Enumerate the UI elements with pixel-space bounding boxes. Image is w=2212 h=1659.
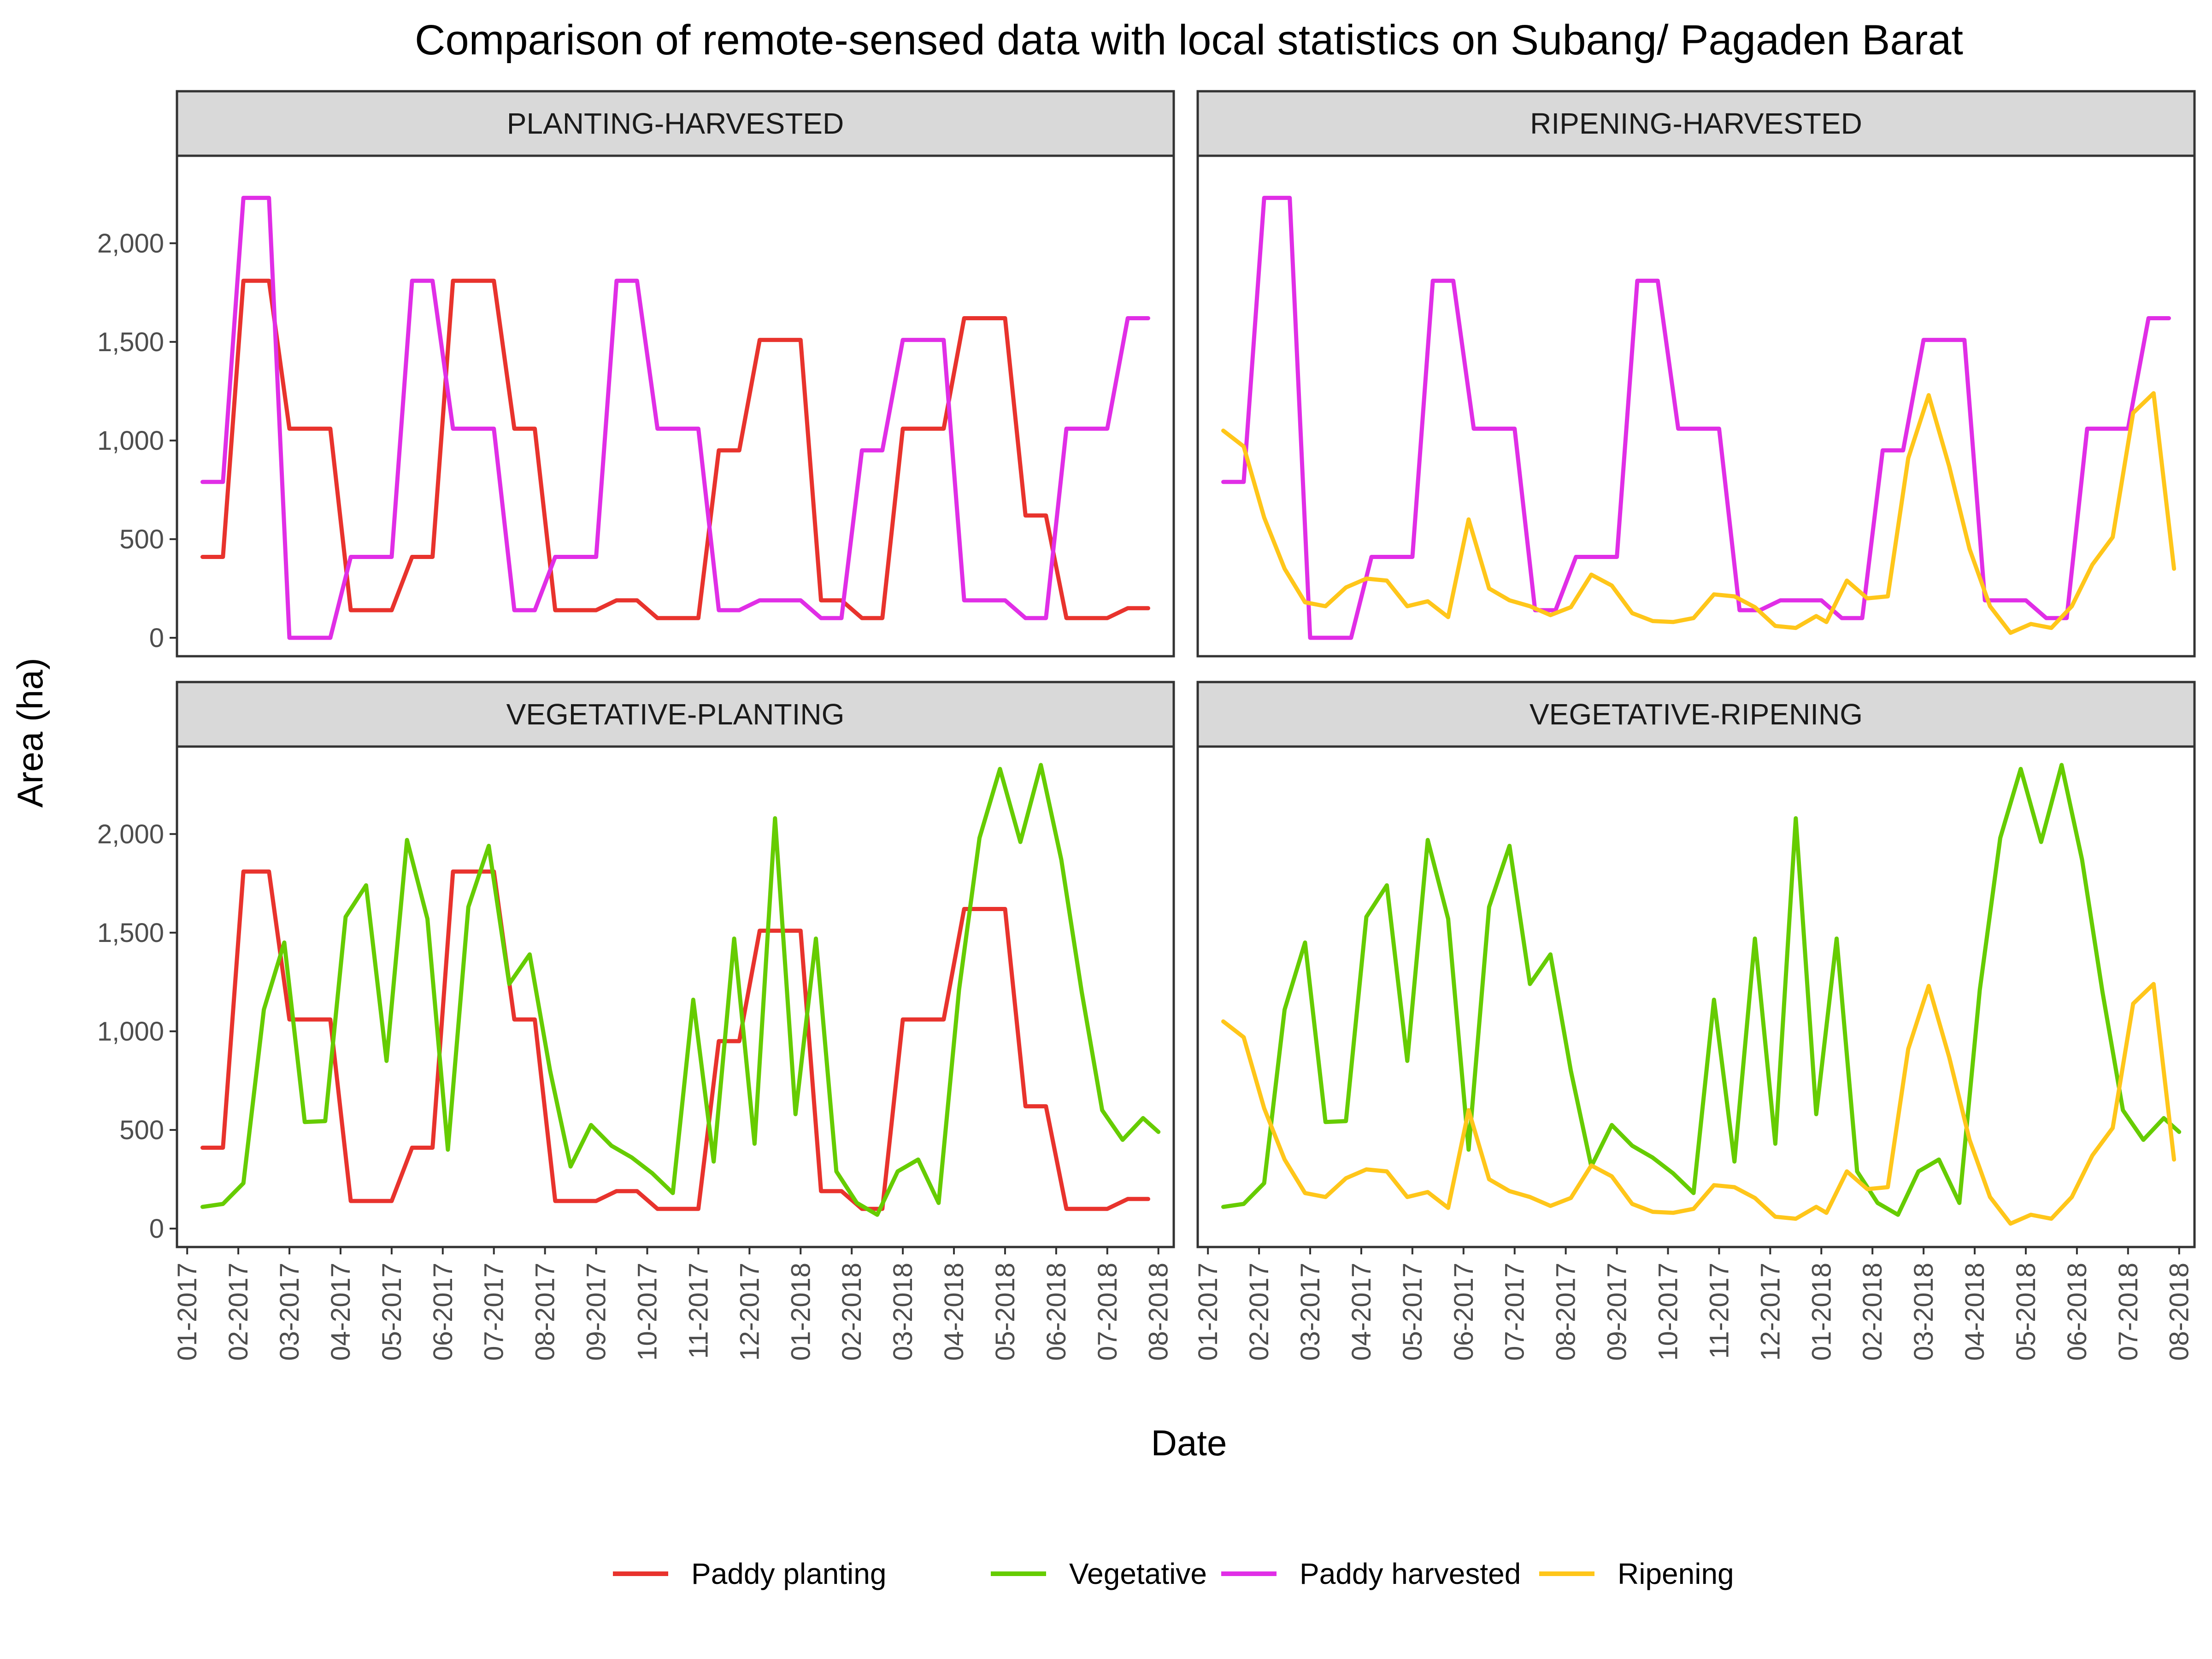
x-tick-label: 05-2017	[377, 1263, 407, 1361]
x-tick-label: 01-2017	[1193, 1263, 1223, 1361]
facet-strip-label: VEGETATIVE-PLANTING	[506, 698, 845, 731]
legend-label: Ripening	[1618, 1557, 1734, 1590]
series-line-ripening	[1221, 391, 2177, 635]
x-tick-label: 01-2018	[1806, 1263, 1836, 1361]
x-tick-label: 02-2017	[1244, 1263, 1274, 1361]
x-axis-label: Date	[1151, 1423, 1227, 1463]
legend-item: Paddy harvested	[1221, 1557, 1521, 1590]
x-tick-label: 06-2018	[1041, 1263, 1071, 1361]
x-tick-label: 03-2018	[888, 1263, 918, 1361]
x-tick-label: 10-2017	[632, 1263, 662, 1361]
y-tick-label: 1,000	[97, 1017, 164, 1047]
x-tick-label: 03-2018	[1909, 1263, 1939, 1361]
x-tick-label: 08-2018	[2165, 1263, 2194, 1361]
y-tick-label: 2,000	[97, 229, 164, 259]
x-tick-label: 01-2017	[172, 1263, 202, 1361]
y-tick-label: 0	[149, 623, 164, 653]
y-tick-label: 0	[149, 1214, 164, 1244]
x-tick-label: 11-2017	[683, 1263, 713, 1359]
series-line-vegetative	[200, 763, 1161, 1217]
x-tick-label: 08-2018	[1144, 1263, 1174, 1361]
x-tick-label: 05-2017	[1398, 1263, 1428, 1361]
facet-panel-3: VEGETATIVE-PLANTING 0 500 1,000 1,500 2,000 01…	[97, 681, 1175, 1361]
legend-label: Paddy planting	[691, 1557, 886, 1590]
x-tick-label: 04-2017	[1347, 1263, 1377, 1361]
y-tick-label: 1,500	[97, 327, 164, 357]
x-tick-label: 09-2017	[1602, 1263, 1632, 1361]
x-tick-label: 09-2017	[582, 1263, 612, 1361]
facet-strip-label: RIPENING-HARVESTED	[1530, 107, 1862, 140]
x-tick-label: 07-2018	[1093, 1263, 1123, 1361]
legend-label: Vegetative	[1069, 1557, 1207, 1590]
legend-item: Paddy planting	[613, 1557, 886, 1590]
facet-strip	[1196, 90, 2196, 157]
x-tick-label: 05-2018	[2011, 1263, 2041, 1361]
facet-strip-label: VEGETATIVE-RIPENING	[1530, 698, 1863, 731]
x-tick-label: 08-2017	[1551, 1263, 1581, 1361]
legend-item: Vegetative	[991, 1557, 1207, 1590]
facet-strip-label: PLANTING-HARVESTED	[507, 107, 844, 140]
legend: Paddy planting Vegetative Paddy harvested R…	[613, 1557, 1734, 1590]
facet-panel-1: PLANTING-HARVESTED 0 500 1,000 1,500 2,000	[97, 90, 1175, 658]
x-tick-label: 02-2018	[1858, 1263, 1888, 1361]
x-tick-label: 04-2018	[1960, 1263, 1990, 1361]
plot-area	[1196, 154, 2196, 658]
y-axis-label: Area (ha)	[10, 658, 50, 807]
plot-area	[176, 154, 1175, 658]
x-tick-label: 01-2018	[786, 1263, 816, 1361]
x-tick-label: 02-2017	[224, 1263, 253, 1361]
x-tick-label: 04-2018	[939, 1263, 969, 1361]
series-line-paddy-planting	[200, 869, 1150, 1211]
x-tick-label: 07-2018	[2113, 1263, 2143, 1361]
series-line-paddy-harvested	[1221, 195, 2171, 640]
y-tick-label: 2,000	[97, 819, 164, 849]
x-tick-label: 11-2017	[1704, 1263, 1734, 1359]
series-line-ripening	[1221, 982, 2177, 1226]
facet-panel-4: VEGETATIVE-RIPENING 01-2017 02-2017 03-2017…	[1193, 681, 2196, 1361]
facet-strip	[176, 90, 1175, 157]
x-tick-label: 08-2017	[530, 1263, 560, 1361]
series-line-vegetative	[1221, 763, 2182, 1217]
x-tick-label: 02-2018	[837, 1263, 867, 1361]
x-tick-label: 04-2017	[326, 1263, 356, 1361]
x-tick-label: 07-2017	[1500, 1263, 1530, 1361]
x-tick-label: 06-2017	[1449, 1263, 1479, 1361]
facet-panels: PLANTING-HARVESTED 0 500 1,000 1,500 2,000 RIP…	[97, 90, 2196, 1361]
x-tick-label: 06-2017	[428, 1263, 458, 1361]
y-tick-label: 1,500	[97, 918, 164, 948]
y-tick-label: 1,000	[97, 426, 164, 456]
x-tick-label: 03-2017	[275, 1263, 305, 1361]
x-tick-label: 03-2017	[1295, 1263, 1325, 1361]
y-tick-label: 500	[119, 524, 164, 554]
x-tick-label: 12-2017	[1755, 1263, 1785, 1361]
y-tick-label: 500	[119, 1115, 164, 1145]
x-tick-label: 07-2017	[479, 1263, 509, 1361]
x-tick-label: 12-2017	[735, 1263, 765, 1361]
series-line-paddy-planting	[200, 278, 1150, 620]
legend-item: Ripening	[1539, 1557, 1734, 1590]
legend-label: Paddy harvested	[1300, 1557, 1521, 1590]
x-tick-label: 10-2017	[1653, 1263, 1683, 1361]
series-line-paddy-harvested	[200, 195, 1150, 640]
x-tick-label: 06-2018	[2062, 1263, 2092, 1361]
x-tick-label: 05-2018	[990, 1263, 1020, 1361]
chart-title: Comparison of remote-sensed data with lo…	[415, 17, 1963, 64]
facet-panel-2: RIPENING-HARVESTED	[1196, 90, 2196, 658]
